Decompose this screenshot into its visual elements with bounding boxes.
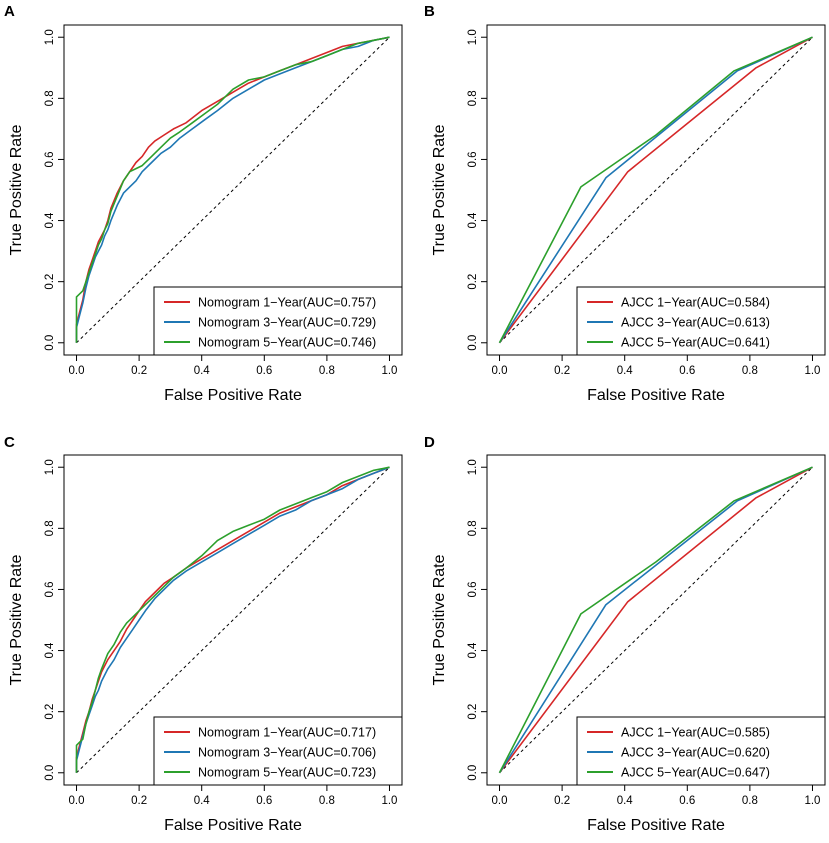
x-tick-label: 1.0 <box>381 795 397 807</box>
y-tick-label: 0.8 <box>44 90 56 106</box>
y-tick-label: 0.2 <box>467 704 479 720</box>
y-tick-label: 0.2 <box>467 274 479 290</box>
y-tick-label: 0.4 <box>44 642 56 659</box>
y-tick-label: 0.0 <box>467 765 479 781</box>
legend-box <box>576 286 826 356</box>
y-tick-label: 0.4 <box>44 212 56 229</box>
y-tick-label: 0.8 <box>467 520 479 536</box>
series-line-1 <box>498 36 813 344</box>
diagonal-reference-line <box>499 466 813 774</box>
y-tick-label: 0.8 <box>467 90 479 106</box>
y-tick-label: 0.2 <box>44 274 56 290</box>
y-axis-title: True Positive Rate <box>431 554 448 685</box>
y-tick-label: 1.0 <box>44 459 56 475</box>
panel-letter: C <box>4 434 15 451</box>
x-tick-label: 0.6 <box>256 795 272 807</box>
x-tick-label: 0.8 <box>319 795 335 807</box>
x-tick-label: 0.0 <box>69 795 85 807</box>
y-tick-label: 0.6 <box>467 151 479 167</box>
panel-A: A 0.0 0.2 0.4 0.6 0.8 1.0 0.0 0.2 0.4 0.6 0.8 1.0 Fal… <box>4 3 403 404</box>
x-tick-label: 0.0 <box>492 365 508 377</box>
y-tick-label: 0.6 <box>44 151 56 167</box>
y-tick-label: 0.0 <box>467 335 479 351</box>
x-tick-label: 0.4 <box>617 795 634 807</box>
legend-label: Nomogram 1−Year(AUC=0.717) <box>198 726 376 740</box>
x-tick-label: 1.0 <box>381 365 397 377</box>
diagonal-reference-line <box>499 36 813 344</box>
x-axis-title: False Positive Rate <box>164 817 302 834</box>
x-tick-label: 0.2 <box>554 795 570 807</box>
legend-label: Nomogram 5−Year(AUC=0.723) <box>198 766 376 780</box>
series-line-2 <box>75 466 390 773</box>
series-line-2 <box>75 36 390 343</box>
y-tick-label: 0.4 <box>467 212 479 229</box>
x-tick-label: 0.4 <box>194 795 211 807</box>
legend-label: AJCC 5−Year(AUC=0.647) <box>621 766 770 780</box>
series-line-3 <box>498 36 813 344</box>
legend-box <box>153 286 403 356</box>
x-tick-label: 0.0 <box>492 795 508 807</box>
y-tick-label: 1.0 <box>467 29 479 45</box>
x-tick-label: 0.4 <box>194 365 211 377</box>
panel-B: B 0.0 0.2 0.4 0.6 0.8 1.0 0.0 0.2 0.4 0.6 0.8 1.0 Fal… <box>424 3 826 404</box>
diagonal-reference-line <box>76 36 390 344</box>
y-tick-label: 0.2 <box>44 704 56 720</box>
x-tick-label: 0.6 <box>679 365 695 377</box>
y-tick-label: 0.0 <box>44 765 56 781</box>
series-line-1 <box>498 466 813 774</box>
y-tick-label: 0.4 <box>467 642 479 659</box>
legend-label: AJCC 1−Year(AUC=0.585) <box>621 726 770 740</box>
y-axis-title: True Positive Rate <box>431 124 448 255</box>
legend-label: Nomogram 5−Year(AUC=0.746) <box>198 336 376 350</box>
panel-D: D 0.0 0.2 0.4 0.6 0.8 1.0 0.0 0.2 0.4 0.6 0.8 1.0 Fal… <box>424 434 826 834</box>
x-tick-label: 0.6 <box>679 795 695 807</box>
x-tick-label: 0.2 <box>554 365 570 377</box>
legend-label: AJCC 5−Year(AUC=0.641) <box>621 336 770 350</box>
x-tick-label: 0.2 <box>131 365 147 377</box>
panel-letter: D <box>424 434 435 451</box>
x-tick-label: 0.8 <box>742 365 758 377</box>
y-tick-label: 1.0 <box>467 459 479 475</box>
diagonal-reference-line <box>76 466 390 774</box>
legend-box <box>576 716 826 786</box>
x-tick-label: 0.8 <box>742 795 758 807</box>
legend-label: Nomogram 1−Year(AUC=0.757) <box>198 296 376 310</box>
legend-label: Nomogram 3−Year(AUC=0.706) <box>198 746 376 760</box>
y-tick-label: 1.0 <box>44 29 56 45</box>
y-axis-title: True Positive Rate <box>8 124 25 255</box>
x-axis-title: False Positive Rate <box>587 817 725 834</box>
legend-label: Nomogram 3−Year(AUC=0.729) <box>198 316 376 330</box>
x-axis-title: False Positive Rate <box>587 387 725 404</box>
y-tick-label: 0.6 <box>44 581 56 597</box>
y-tick-label: 0.6 <box>467 581 479 597</box>
series-line-3 <box>75 466 390 773</box>
panel-letter: B <box>424 3 435 20</box>
x-tick-label: 1.0 <box>804 365 820 377</box>
x-tick-label: 0.2 <box>131 795 147 807</box>
y-axis-title: True Positive Rate <box>8 554 25 685</box>
panel-C: C 0.0 0.2 0.4 0.6 0.8 1.0 0.0 0.2 0.4 0.6 0.8 1.0 Fal… <box>4 434 403 834</box>
legend-box <box>153 716 403 786</box>
legend-label: AJCC 3−Year(AUC=0.620) <box>621 746 770 760</box>
legend-label: AJCC 3−Year(AUC=0.613) <box>621 316 770 330</box>
series-line-3 <box>75 36 390 343</box>
y-tick-label: 0.8 <box>44 520 56 536</box>
x-tick-label: 1.0 <box>804 795 820 807</box>
series-line-3 <box>498 466 813 774</box>
x-tick-label: 0.0 <box>69 365 85 377</box>
x-axis-title: False Positive Rate <box>164 387 302 404</box>
x-tick-label: 0.8 <box>319 365 335 377</box>
panel-letter: A <box>4 3 15 20</box>
x-tick-label: 0.4 <box>617 365 634 377</box>
x-tick-label: 0.6 <box>256 365 272 377</box>
y-tick-label: 0.0 <box>44 335 56 351</box>
legend-label: AJCC 1−Year(AUC=0.584) <box>621 296 770 310</box>
